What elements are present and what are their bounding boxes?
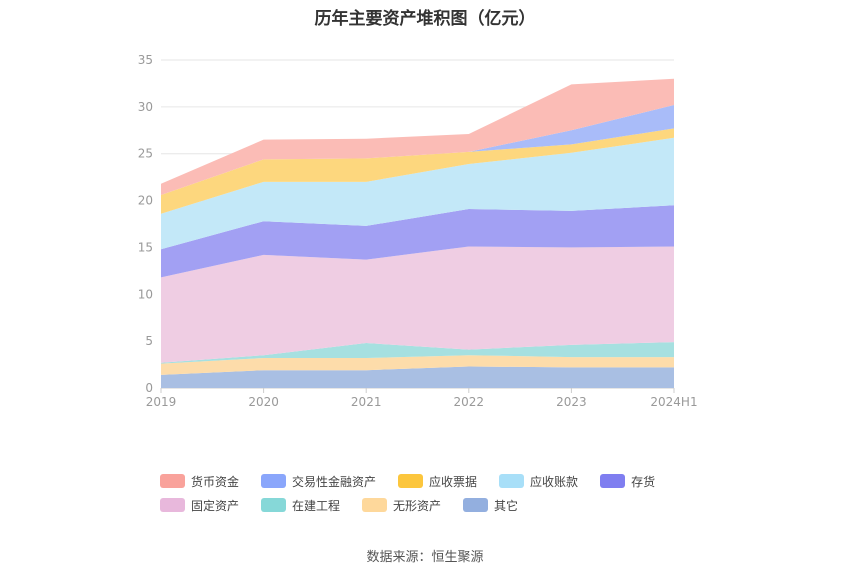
legend-swatch — [160, 498, 185, 512]
legend-item[interactable]: 应收票据 — [398, 472, 477, 490]
area-series — [161, 78, 674, 195]
legend-item[interactable]: 应收账款 — [499, 472, 578, 490]
area-series — [161, 137, 674, 250]
stacked-area-chart: 0 5 10 15 20 25 30 35 2019 2020 2021 2022 2023 2024H1 — [138, 53, 698, 409]
chart-title: 历年主要资产堆积图（亿元） — [314, 9, 536, 29]
legend-swatch — [600, 474, 626, 488]
legend-label: 应收账款 — [530, 474, 579, 489]
legend-item[interactable]: 其它 — [463, 496, 518, 514]
legend-label: 其它 — [494, 498, 519, 513]
x-tick-label: 2022 — [454, 395, 485, 409]
legend-item[interactable]: 无形资产 — [362, 496, 441, 514]
legend-item[interactable]: 固定资产 — [160, 496, 239, 514]
legend-label: 无形资产 — [393, 498, 442, 513]
legend-swatch — [362, 498, 388, 512]
legend-swatch — [261, 498, 287, 512]
y-tick-label: 15 — [138, 240, 153, 254]
legend-label: 交易性金融资产 — [292, 474, 377, 489]
x-tick-label: 2019 — [146, 395, 177, 409]
area-series — [161, 366, 674, 388]
y-tick-label: 5 — [145, 334, 153, 348]
area-series — [161, 205, 674, 278]
legend-label: 货币资金 — [191, 474, 240, 489]
area-series — [161, 128, 674, 214]
y-tick-label: 25 — [138, 147, 153, 161]
y-tick-label: 10 — [138, 287, 153, 301]
y-tick-label: 35 — [138, 53, 153, 67]
y-tick-label: 20 — [138, 194, 153, 208]
x-tick-label: 2024H1 — [650, 395, 697, 409]
legend-item[interactable]: 在建工程 — [261, 496, 340, 514]
legend-swatch — [261, 474, 287, 488]
x-tick-label: 2023 — [556, 395, 587, 409]
y-tick-label: 0 — [145, 381, 153, 395]
x-tick-label: 2020 — [248, 395, 279, 409]
x-tick-label: 2021 — [351, 395, 382, 409]
area-series — [161, 246, 674, 363]
legend-label: 在建工程 — [292, 498, 341, 513]
legend-item[interactable]: 存货 — [600, 472, 655, 490]
chart-legend: 货币资金 交易性金融资产 应收票据 应收账款 存货固定资产 在建工程 无形资产 其它 — [160, 472, 720, 514]
legend-swatch — [160, 474, 185, 488]
legend-label: 应收票据 — [429, 474, 478, 489]
legend-swatch — [463, 498, 489, 512]
area-series — [161, 342, 674, 364]
legend-swatch — [398, 474, 424, 488]
y-tick-label: 30 — [138, 100, 153, 114]
legend-item[interactable]: 货币资金 — [160, 472, 239, 490]
legend-label: 存货 — [631, 474, 656, 489]
legend-label: 固定资产 — [191, 498, 240, 513]
legend-item[interactable]: 交易性金融资产 — [261, 472, 376, 490]
legend-swatch — [499, 474, 525, 488]
data-source: 数据来源：恒生聚源 — [366, 550, 484, 565]
area-series — [161, 355, 674, 375]
